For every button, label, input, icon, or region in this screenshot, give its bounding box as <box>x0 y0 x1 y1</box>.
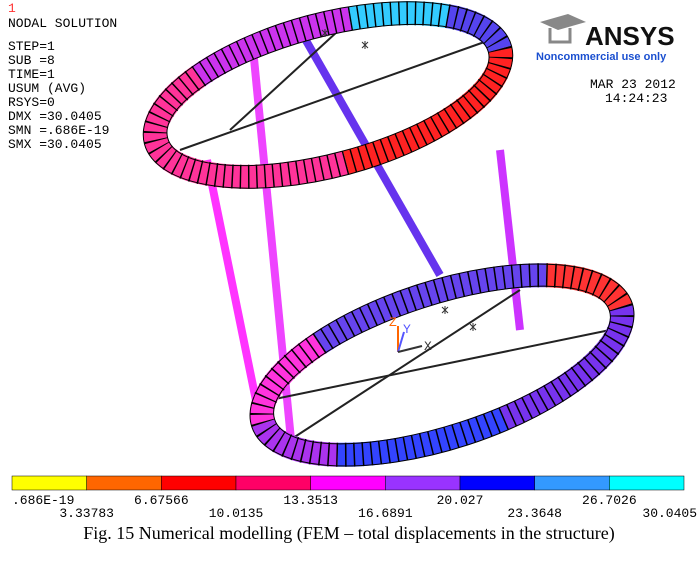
legend: .686E-193.337836.6756610.013513.351316.6… <box>12 476 697 520</box>
top-ring <box>123 0 532 223</box>
legend-label: 13.3513 <box>283 493 338 508</box>
date: MAR 23 2012 <box>590 77 676 92</box>
info-line: TIME=1 <box>8 67 55 82</box>
legend-swatch <box>311 476 386 490</box>
page: Z Y X 1 NODAL SOLUTION STEP=1SUB =8TIME=… <box>0 0 698 575</box>
logo-name: ANSYS <box>585 21 675 51</box>
legend-label: 10.0135 <box>209 506 264 520</box>
leg <box>500 150 520 330</box>
axis-x <box>398 346 422 352</box>
info-line: USUM (AVG) <box>8 81 86 96</box>
logo-cap <box>550 28 570 42</box>
legend-label: 26.7026 <box>582 493 637 508</box>
legend-swatch <box>460 476 535 490</box>
legend-label: 6.67566 <box>134 493 189 508</box>
leg <box>207 160 262 430</box>
plot-title: NODAL SOLUTION <box>8 16 117 31</box>
info-line: SUB =8 <box>8 53 55 68</box>
axis-z-label: Z <box>389 315 397 330</box>
plot-number: 1 <box>8 1 16 16</box>
info-line: DMX =30.0405 <box>8 109 102 124</box>
info-line: RSYS=0 <box>8 95 55 110</box>
caption: Fig. 15 Numerical modelling (FEM – total… <box>49 522 649 545</box>
info-line: SMN =.686E-19 <box>8 123 109 138</box>
info-line: SMX =30.0405 <box>8 137 102 152</box>
axis-x-label: X <box>424 339 432 354</box>
legend-label: 20.027 <box>437 493 484 508</box>
legend-swatch <box>609 476 684 490</box>
legend-swatch <box>385 476 460 490</box>
legend-swatch <box>161 476 236 490</box>
legend-label: 30.0405 <box>642 506 697 520</box>
logo: ANSYS Noncommercial use only <box>536 14 675 63</box>
legend-label: 23.3648 <box>507 506 562 520</box>
legend-swatch <box>535 476 610 490</box>
logo-cap <box>540 14 586 30</box>
legend-swatch <box>236 476 311 490</box>
legend-label: 16.6891 <box>358 506 413 520</box>
legend-label: 3.33783 <box>59 506 114 520</box>
logo-note: Noncommercial use only <box>536 51 667 63</box>
legend-swatch <box>87 476 162 490</box>
model: Z Y X <box>123 0 658 507</box>
info-line: STEP=1 <box>8 39 55 54</box>
axis-y-label: Y <box>403 322 411 337</box>
time: 14:24:23 <box>605 91 667 106</box>
legend-swatch <box>12 476 87 490</box>
